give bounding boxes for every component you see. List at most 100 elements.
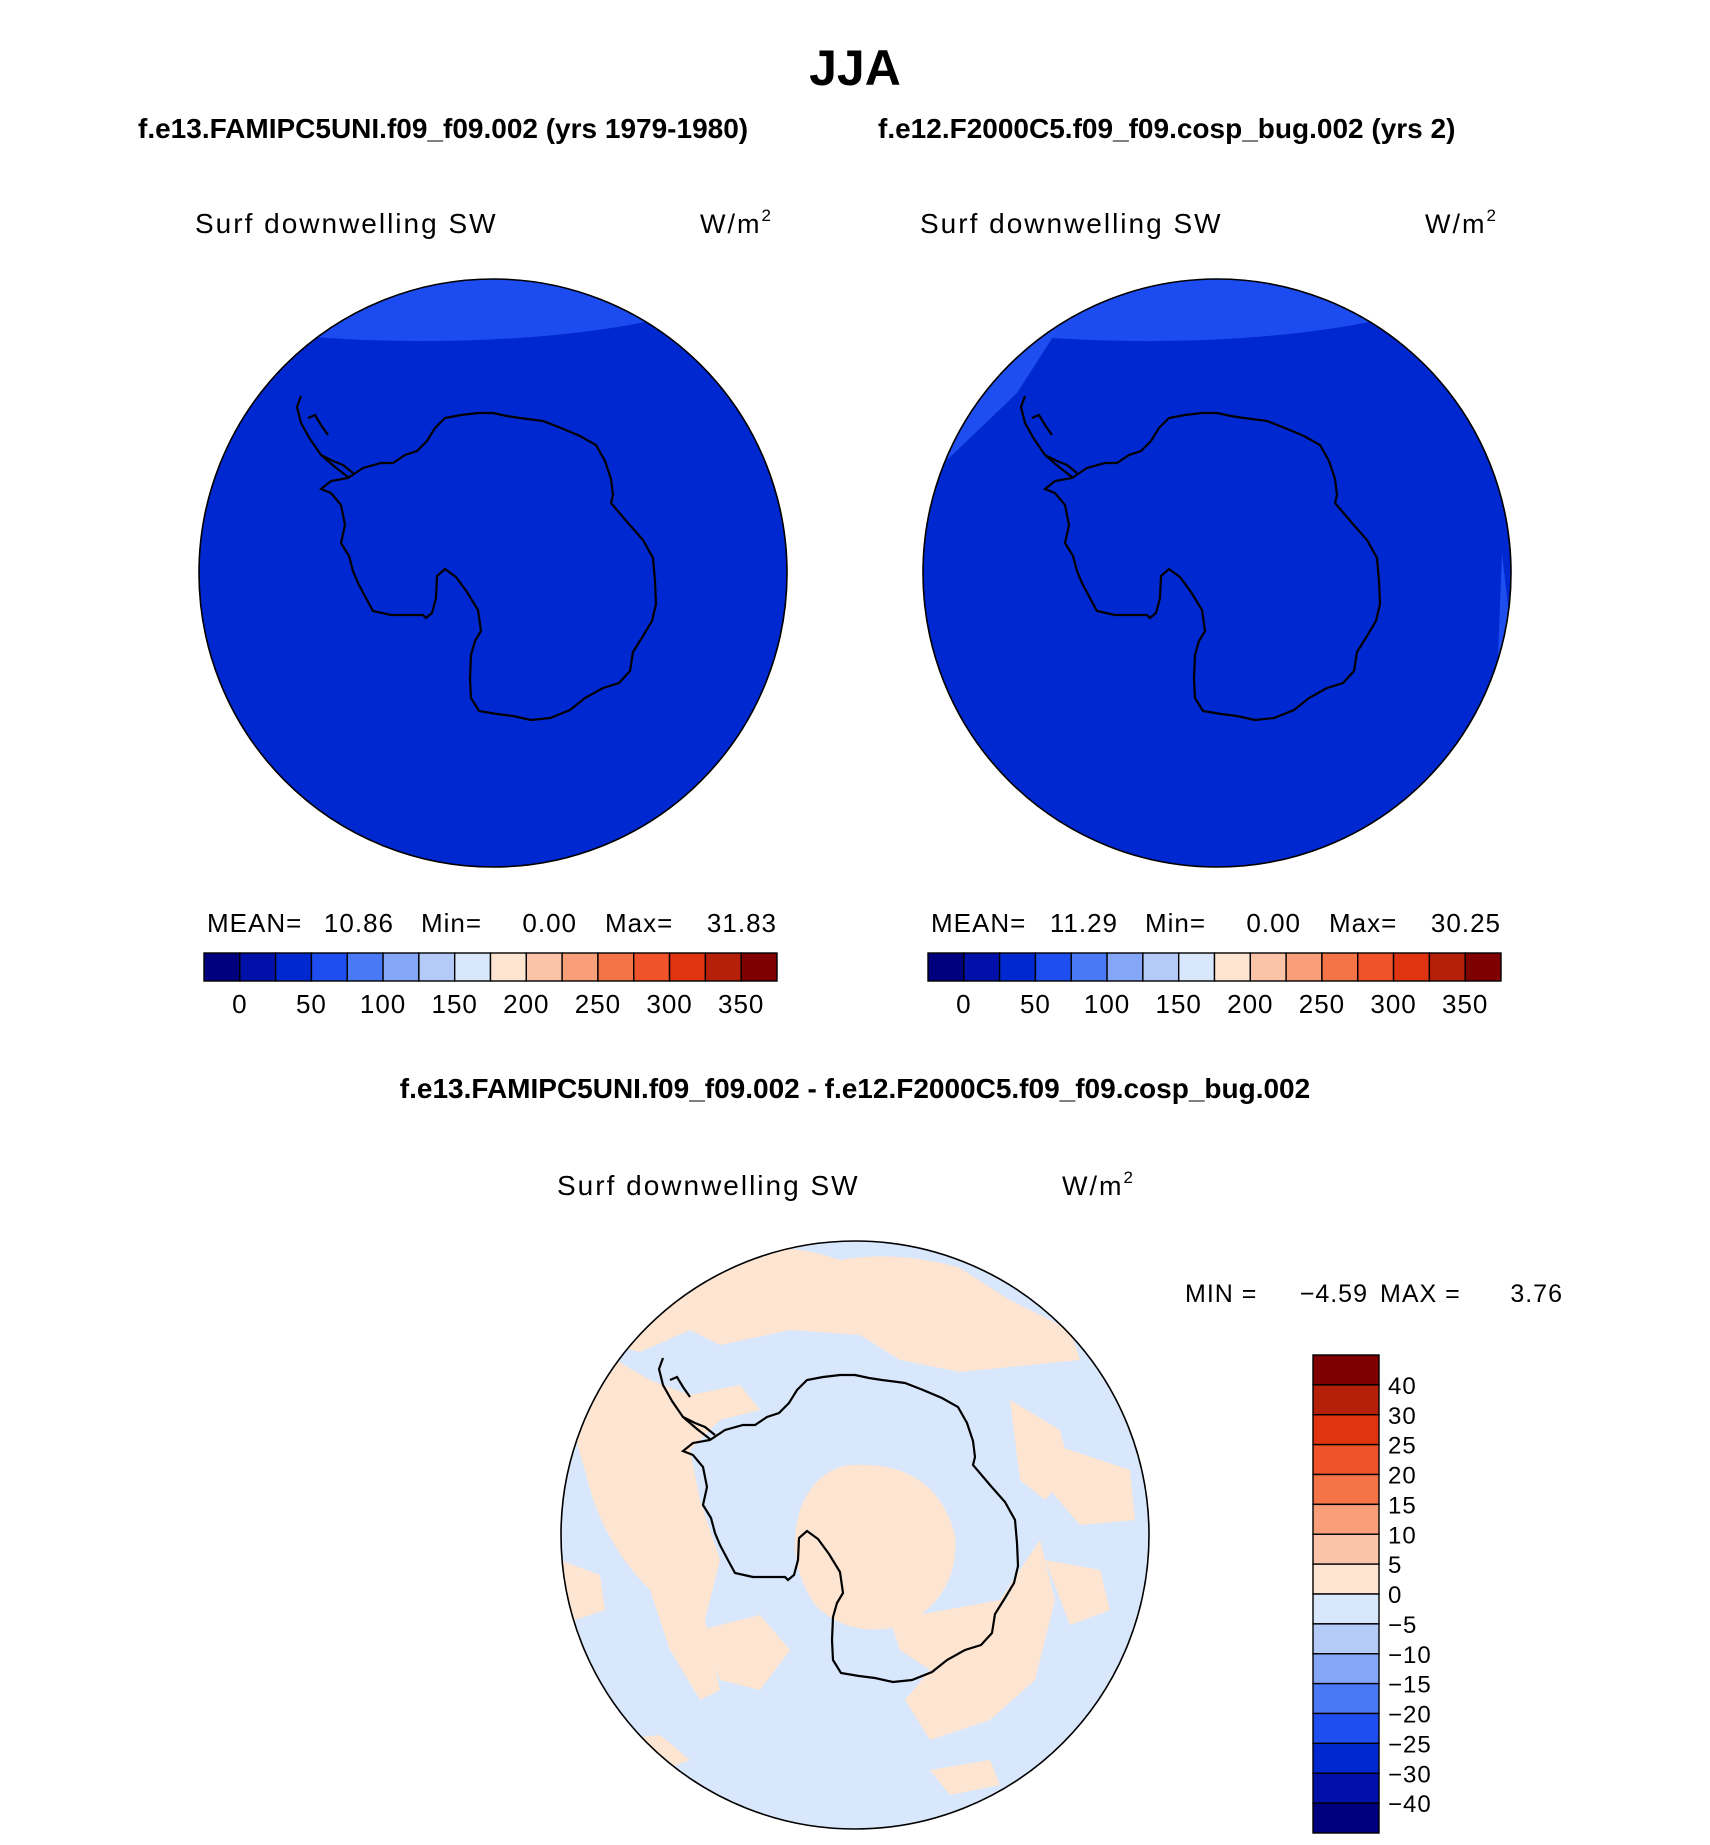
map-ocean <box>923 279 1511 867</box>
stat-min-value: 0.00 <box>1246 908 1301 938</box>
colorbar-tick-label: 0 <box>232 989 247 1019</box>
colorbar-tick-label: 150 <box>1155 989 1201 1019</box>
diff-map-border <box>560 1240 1150 1830</box>
diff-colorbar-tick-label: −5 <box>1388 1612 1417 1639</box>
positive-anomaly-region <box>700 1615 790 1690</box>
colorbar-tick-label: 200 <box>503 989 549 1019</box>
positive-anomaly-region <box>573 1345 760 1700</box>
map-ocean <box>199 279 787 867</box>
diff-colorbar-tick-label: 15 <box>1388 1492 1417 1519</box>
stat-mean-label: MEAN= <box>207 908 302 938</box>
stat-mean-value: 10.86 <box>324 908 394 938</box>
header-left: f.e13.FAMIPC5UNI.f09_f09.002 (yrs 1979-1… <box>138 113 748 144</box>
colorbar-tick-label: 0 <box>956 989 971 1019</box>
diff-colorbar-swatch <box>1312 1384 1380 1416</box>
colorbar-swatch <box>740 952 778 982</box>
colorbar-swatch <box>418 952 456 982</box>
diff-colorbar-swatch <box>1312 1473 1380 1506</box>
light-edge <box>923 315 1067 483</box>
diff-colorbar-swatch <box>1312 1533 1380 1565</box>
panel-1-map <box>198 278 788 868</box>
colorbar-swatch <box>382 952 420 982</box>
diff-colorbar-tick-label: −25 <box>1388 1731 1432 1758</box>
stat-min-label: Min= <box>1145 908 1206 938</box>
colorbar-tick-label: 300 <box>646 989 692 1019</box>
diff-colorbar-tick-label: 40 <box>1388 1373 1417 1400</box>
colorbar-tick-label: 250 <box>1299 989 1345 1019</box>
diff-colorbar-swatch <box>1312 1742 1380 1774</box>
positive-anomaly-region <box>890 1540 1055 1740</box>
diff-colorbar-tick-label: 20 <box>1388 1463 1417 1490</box>
colorbar-swatch <box>998 952 1037 982</box>
diff-colorbar-swatch <box>1312 1593 1380 1625</box>
panel-2-variable: Surf downwelling SW <box>920 208 1223 239</box>
diff-colorbar-tick-label: 5 <box>1388 1552 1402 1579</box>
colorbar-tick-label: 300 <box>1370 989 1416 1019</box>
colorbar-swatch <box>561 952 599 982</box>
colorbar-tick-label: 50 <box>1020 989 1051 1019</box>
colorbar-swatch <box>1357 952 1395 982</box>
diff-colorbar-swatch <box>1312 1802 1380 1834</box>
colorbar-swatch <box>597 952 635 982</box>
colorbar-swatch <box>704 952 742 982</box>
colorbar-swatch <box>1213 952 1252 982</box>
diff-colorbar-swatch <box>1312 1623 1380 1655</box>
diff-colorbar-swatch <box>1312 1712 1380 1745</box>
colorbar-swatch <box>1034 952 1072 982</box>
colorbar-tick-label: 50 <box>296 989 327 1019</box>
colorbar-tick-label: 150 <box>431 989 477 1019</box>
diff-colorbar-tick-label: 10 <box>1388 1522 1417 1549</box>
stat-max-value: 31.83 <box>707 908 777 938</box>
diff-colorbar-swatch <box>1312 1682 1380 1715</box>
diff-min-label: MIN = <box>1185 1280 1257 1308</box>
stat-min-label: Min= <box>421 908 482 938</box>
stat-max-value: 30.25 <box>1431 908 1501 938</box>
colorbar-swatch <box>525 952 563 982</box>
colorbar-swatch <box>274 952 313 982</box>
diff-colorbar-swatch <box>1312 1563 1380 1595</box>
panel-2-units: W/m2 <box>1425 206 1498 239</box>
diff-colorbar-swatch <box>1312 1503 1380 1535</box>
positive-anomaly-region <box>1040 1440 1135 1525</box>
colorbar-tick-label: 100 <box>360 989 406 1019</box>
panel-2-map <box>922 278 1512 868</box>
diff-header: f.e13.FAMIPC5UNI.f09_f09.002 - f.e12.F20… <box>400 1073 1310 1104</box>
colorbar-tick-label: 250 <box>575 989 621 1019</box>
stat-mean-value: 11.29 <box>1050 908 1118 938</box>
diff-positive-regions <box>561 1247 1135 1795</box>
panel-1-units: W/m2 <box>700 206 773 239</box>
diff-colorbar-swatch <box>1312 1443 1380 1476</box>
colorbar-swatch <box>1106 952 1144 982</box>
colorbar-swatch <box>1142 952 1180 982</box>
colorbar-swatch <box>668 952 707 982</box>
map-border <box>198 278 788 868</box>
diff-colorbar-tick-label: −30 <box>1388 1761 1432 1788</box>
stat-min-value: 0.00 <box>522 908 577 938</box>
figure-title: JJA <box>809 40 901 96</box>
colorbar-tick-label: 350 <box>718 989 764 1019</box>
colorbar-swatch <box>1464 952 1502 982</box>
colorbar-swatch <box>203 952 241 982</box>
diff-colorbar-tick-label: 30 <box>1388 1403 1417 1430</box>
colorbar-swatch <box>927 952 965 982</box>
colorbar-swatch <box>346 952 384 982</box>
colorbar-tick-label: 350 <box>1442 989 1488 1019</box>
diff-colorbar-tick-label: −40 <box>1388 1791 1432 1818</box>
colorbar-tick-label: 200 <box>1227 989 1273 1019</box>
colorbar-swatch <box>489 952 528 982</box>
diff-units: W/m2 <box>1062 1168 1135 1201</box>
diff-max-label: MAX = <box>1380 1280 1461 1308</box>
positive-anomaly-region <box>795 1464 956 1630</box>
colorbar-swatch <box>1285 952 1323 982</box>
diff-colorbar-swatch <box>1312 1653 1380 1685</box>
diff-colorbar-tick-label: −20 <box>1388 1702 1432 1729</box>
colorbar-swatch <box>1392 952 1431 982</box>
positive-anomaly-region <box>640 1470 670 1520</box>
diff-map <box>560 1240 1150 1830</box>
colorbar-swatch <box>633 952 671 982</box>
diff-min-value: −4.59 <box>1300 1280 1368 1308</box>
colorbar-swatch <box>1249 952 1287 982</box>
diff-colorbar-swatch <box>1312 1772 1380 1804</box>
diff-colorbar-swatch <box>1312 1354 1380 1386</box>
